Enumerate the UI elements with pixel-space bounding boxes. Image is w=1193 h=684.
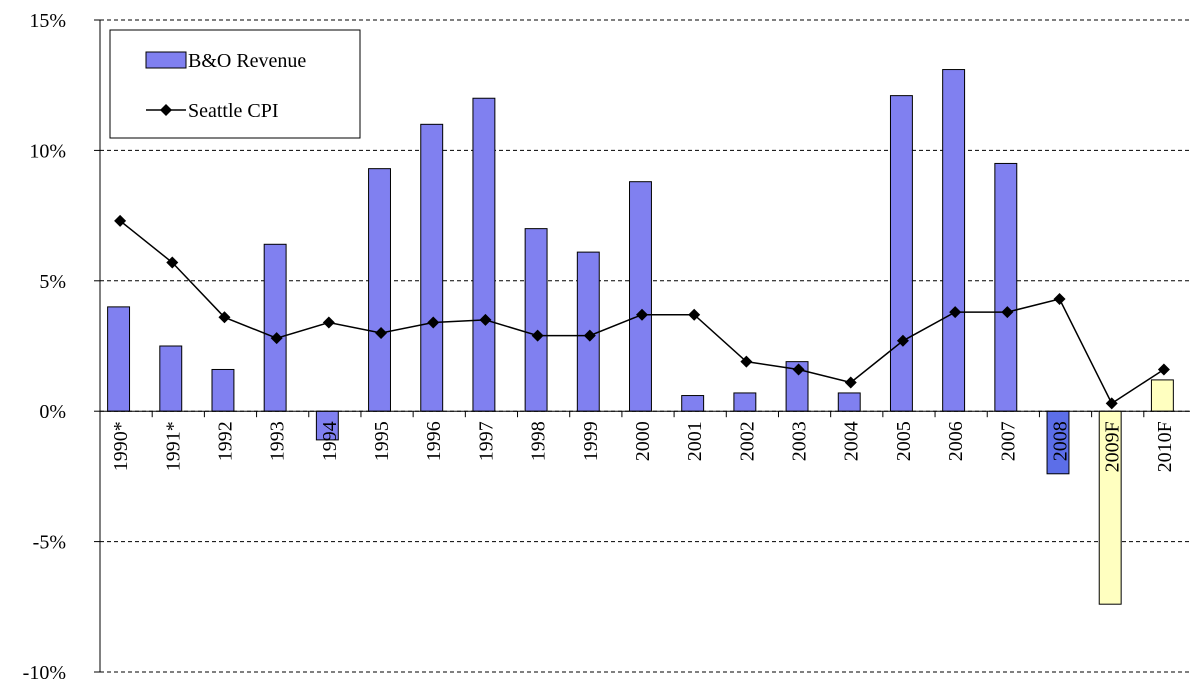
bar — [368, 168, 391, 412]
x-tick-label: 1999 — [580, 421, 602, 461]
bar — [629, 181, 652, 412]
legend-label: B&O Revenue — [188, 50, 306, 72]
x-tick-label: 2009F — [1102, 421, 1124, 472]
x-tick-label: 1996 — [423, 421, 445, 461]
marker — [583, 329, 596, 342]
marker — [531, 329, 544, 342]
y-tick-label: 10% — [29, 140, 66, 162]
bar — [942, 69, 966, 412]
bar — [733, 392, 757, 412]
y-tick-label: 0% — [39, 401, 66, 423]
marker — [1157, 363, 1170, 376]
marker — [479, 313, 492, 326]
x-tick-label: 2000 — [632, 421, 654, 461]
bar — [107, 306, 131, 412]
marker — [844, 376, 857, 389]
x-tick-label: 1995 — [371, 421, 393, 461]
marker — [792, 363, 805, 376]
x-tick-label: 1991* — [162, 421, 184, 471]
x-tick-label: 2008 — [1050, 421, 1072, 461]
bar — [994, 162, 1018, 412]
x-tick-label: 2007 — [997, 421, 1019, 461]
marker — [218, 311, 231, 324]
x-tick-label: 1992 — [214, 421, 236, 461]
marker — [1105, 397, 1118, 410]
bar — [211, 368, 235, 412]
bar — [420, 123, 444, 412]
marker — [688, 308, 701, 321]
marker — [740, 355, 753, 368]
marker — [114, 214, 127, 227]
x-tick-label: 2001 — [684, 421, 706, 461]
marker — [375, 326, 388, 339]
x-tick-label: 1990* — [110, 421, 132, 471]
x-tick-label: 1997 — [475, 421, 497, 461]
x-tick-label: 1998 — [528, 421, 550, 461]
y-tick-label: 15% — [29, 10, 66, 32]
bar — [681, 395, 705, 412]
marker — [636, 308, 648, 321]
x-tick-label: 2005 — [893, 421, 915, 461]
marker — [322, 316, 335, 329]
x-tick-label: 2003 — [789, 421, 811, 461]
x-tick-label: 2004 — [841, 421, 863, 461]
legend-label: Seattle CPI — [188, 100, 279, 122]
y-tick-label: -5% — [33, 532, 66, 554]
x-tick-label: 1994 — [319, 421, 341, 461]
marker — [1001, 306, 1014, 319]
bar — [524, 228, 548, 412]
legend-swatch — [145, 51, 187, 69]
x-tick-label: 2006 — [945, 421, 967, 461]
marker — [270, 332, 283, 345]
bar — [263, 243, 287, 412]
legend-marker — [160, 104, 172, 116]
bar — [889, 95, 913, 412]
marker — [949, 306, 962, 319]
marker — [896, 334, 909, 347]
marker — [166, 256, 179, 269]
y-tick-label: 5% — [39, 271, 66, 293]
marker — [1053, 293, 1066, 306]
marker — [427, 316, 440, 329]
x-tick-label: 2002 — [736, 421, 758, 461]
legend-box — [109, 29, 361, 139]
bar — [1150, 379, 1174, 412]
bar — [159, 345, 183, 412]
bar — [837, 392, 861, 412]
x-tick-label: 2010F — [1154, 421, 1176, 472]
x-tick-label: 1993 — [267, 421, 289, 461]
y-tick-label: -10% — [23, 662, 66, 684]
bar — [472, 97, 496, 412]
